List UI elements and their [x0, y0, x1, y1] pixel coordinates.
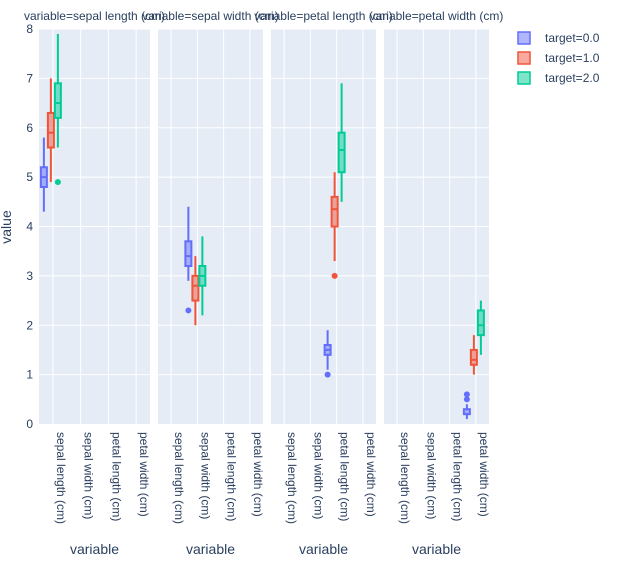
x-tick-label-sepal-width-cm: sepal width (cm) [311, 432, 325, 519]
box-target-1-0-petal-length-cm [330, 172, 339, 279]
outlier-point [331, 272, 338, 279]
x-axis-title: variable [412, 541, 461, 557]
box-iqr [53, 82, 62, 119]
x-tick-label-sepal-width-cm: sepal width (cm) [424, 432, 438, 519]
box-target-1-0-sepal-width-cm [191, 256, 200, 326]
box-iqr [46, 111, 55, 149]
x-tick-label-sepal-width-cm: sepal width (cm) [82, 432, 96, 519]
legend[interactable]: target=0.0 target=1.0 target=2.0 [517, 31, 600, 85]
x-tick-label-petal-length-cm: petal length (cm) [225, 432, 239, 521]
x-axis-title: variable [186, 541, 235, 557]
x-tick-label-petal-width-cm: petal width (cm) [364, 432, 378, 517]
x-tick-label-petal-length-cm: petal length (cm) [109, 432, 123, 521]
outlier-point [324, 371, 331, 378]
y-tick-label-0: 0 [26, 417, 33, 431]
outlier-point [185, 307, 192, 314]
legend-label: target=1.0 [545, 51, 600, 65]
outlier-point [463, 391, 470, 398]
y-tick-label-6: 6 [26, 121, 33, 135]
facet-panels [39, 28, 489, 424]
box-target-1-0-sepal-length-cm [46, 78, 55, 183]
x-tick-label-petal-width-cm: petal width (cm) [251, 432, 265, 517]
box-traces [39, 33, 485, 420]
box-iqr [476, 309, 485, 337]
y-axis-title: value [0, 210, 14, 244]
y-axis: value 0 1 2 3 4 5 6 7 8 [0, 22, 33, 431]
legend-item-target-2-0[interactable]: target=2.0 [517, 71, 600, 85]
x-tick-label-sepal-length-cm: sepal length (cm) [54, 432, 68, 524]
x-tick-label-sepal-width-cm: sepal width (cm) [198, 432, 212, 519]
x-tick-label-petal-width-cm: petal width (cm) [477, 432, 491, 517]
facet-title-1: variable=sepal length (cm) [24, 9, 165, 23]
box-target-2-0-sepal-width-cm [198, 236, 207, 316]
legend-swatch [517, 71, 531, 85]
box-target-0-0-petal-length-cm [323, 330, 332, 378]
x-tick-label-sepal-length-cm: sepal length (cm) [172, 432, 186, 524]
box-iqr [191, 274, 200, 302]
facet-titles: variable=sepal length (cm)variable=sepal… [24, 9, 503, 23]
facet-title-4: variable=petal width (cm) [370, 9, 504, 23]
facet-title-2: variable=sepal width (cm) [142, 9, 278, 23]
legend-label: target=0.0 [545, 31, 600, 45]
box-target-2-0-petal-length-cm [337, 83, 346, 202]
box-target-0-0-petal-width-cm [462, 391, 471, 420]
x-axis-title: variable [299, 541, 348, 557]
x-tick-label-petal-length-cm: petal length (cm) [451, 432, 465, 521]
box-target-0-0-sepal-length-cm [39, 137, 48, 212]
y-tick-label-2: 2 [26, 318, 33, 332]
facet-title-3: variable=petal length (cm) [254, 9, 392, 23]
x-axis-title: variable [70, 541, 119, 557]
legend-item-target-1-0[interactable]: target=1.0 [517, 51, 600, 65]
legend-label: target=2.0 [545, 71, 600, 85]
y-tick-label-8: 8 [26, 22, 33, 36]
x-axes: sepal length (cm) sepal width (cm) petal l… [54, 432, 491, 557]
legend-item-target-0-0[interactable]: target=0.0 [517, 31, 600, 45]
box-target-2-0-sepal-length-cm [53, 33, 62, 186]
box-iqr [469, 348, 478, 366]
box-target-0-0-sepal-width-cm [184, 206, 193, 314]
x-tick-label-petal-width-cm: petal width (cm) [137, 432, 151, 517]
y-tick-label-7: 7 [26, 71, 33, 85]
box-iqr [184, 240, 193, 267]
box-iqr [337, 131, 346, 174]
box-target-1-0-petal-width-cm [469, 335, 478, 375]
legend-swatch [517, 31, 531, 45]
x-tick-label-petal-length-cm: petal length (cm) [338, 432, 352, 521]
outlier-point [463, 396, 470, 403]
x-tick-label-sepal-length-cm: sepal length (cm) [285, 432, 299, 524]
legend-swatch [517, 51, 531, 65]
y-tick-label-4: 4 [26, 220, 33, 234]
outlier-point [54, 179, 61, 186]
box-target-2-0-petal-width-cm [476, 300, 485, 355]
x-tick-label-sepal-length-cm: sepal length (cm) [398, 432, 412, 524]
box-iqr [330, 195, 339, 228]
y-tick-label-1: 1 [26, 368, 33, 382]
y-tick-label-3: 3 [26, 269, 33, 283]
y-tick-label-5: 5 [26, 170, 33, 184]
